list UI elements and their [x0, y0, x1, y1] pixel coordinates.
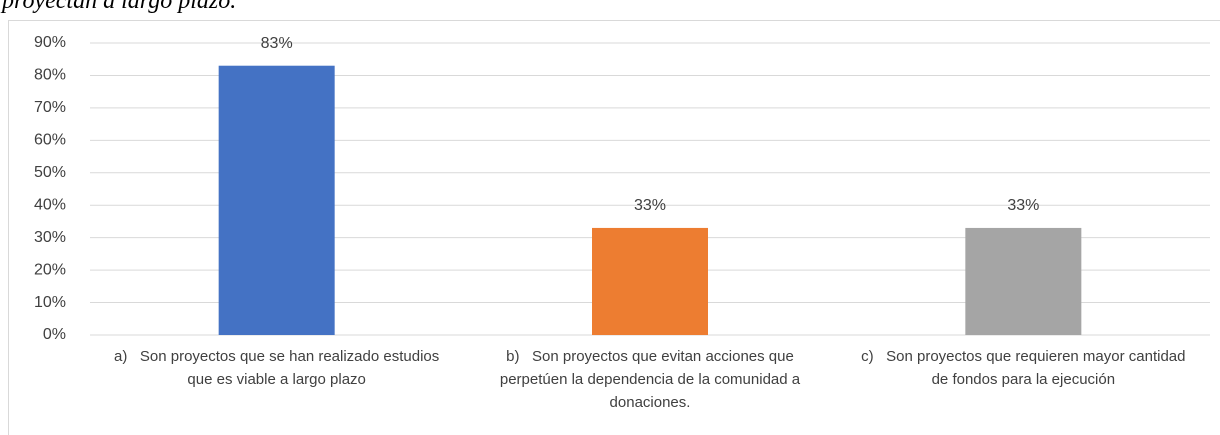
- y-tick-label: 20%: [34, 261, 66, 278]
- bar: [218, 65, 335, 335]
- y-tick-label: 90%: [34, 34, 66, 51]
- x-tick-label: a) Son proyectos que se han realizado es…: [114, 348, 444, 388]
- y-tick-label: 0%: [43, 326, 66, 343]
- title-fragment: proyectan a largo plazo.: [2, 0, 237, 14]
- value-label: 33%: [1007, 197, 1039, 214]
- y-tick-label: 80%: [34, 67, 66, 84]
- bar: [965, 227, 1082, 335]
- y-tick-label: 10%: [34, 294, 66, 311]
- bar: [592, 227, 708, 335]
- y-tick-label: 40%: [34, 196, 66, 213]
- value-label: 83%: [261, 35, 293, 52]
- chart-border: [8, 20, 1220, 435]
- y-tick-label: 50%: [34, 164, 66, 181]
- value-label: 33%: [634, 197, 666, 214]
- y-tick-label: 30%: [34, 229, 66, 246]
- y-tick-label: 70%: [34, 99, 66, 116]
- x-tick-label: c) Son proyectos que requieren mayor can…: [861, 348, 1190, 388]
- x-tick-label: b) Son proyectos que evitan acciones que…: [499, 348, 805, 411]
- y-tick-label: 60%: [34, 132, 66, 149]
